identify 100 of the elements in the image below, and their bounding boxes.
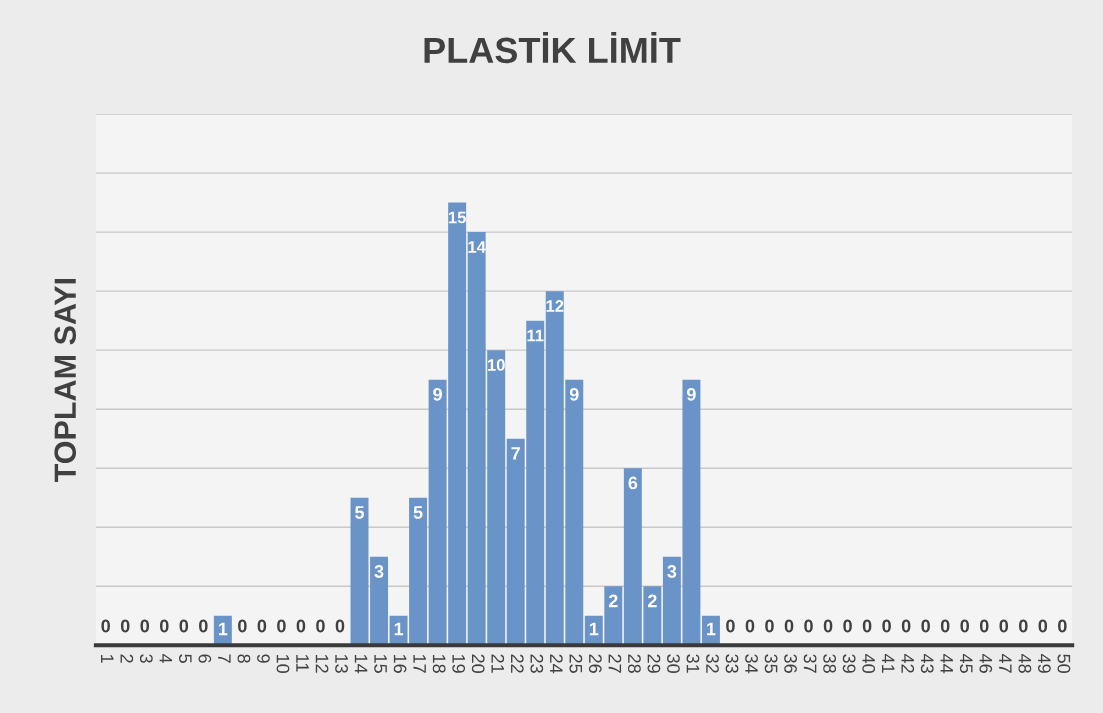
chart-title: PLASTİK LİMİT [424,31,681,64]
x-tick-label: 2 [120,654,134,663]
x-tick-label: 7 [218,654,231,663]
data-label: 0 [101,619,110,633]
x-tick-label: 41 [881,654,895,673]
x-tick-label: 6 [198,654,212,663]
y-axis-title: TOPLAM SAYI [54,278,77,483]
data-label: 0 [296,619,306,633]
data-label: 9 [433,387,442,401]
data-label: 0 [159,619,169,633]
x-tick-label: 27 [608,654,622,673]
data-label: 0 [726,619,735,633]
data-label: 0 [238,619,247,633]
data-label: 0 [277,619,286,633]
data-label: 2 [647,594,657,608]
data-label: 0 [979,619,989,633]
data-label: 11 [527,329,544,342]
x-tick-label: 14 [354,654,368,674]
x-tick-label: 31 [686,654,700,673]
x-tick-label: 12 [315,654,329,673]
x-tick-label: 24 [550,654,563,674]
data-label: 1 [707,622,716,636]
data-label: 10 [487,359,505,371]
data-label: 0 [804,619,813,633]
data-label: 0 [335,619,345,633]
x-tick-label: 37 [803,654,817,673]
data-label: 0 [179,619,189,633]
data-label: 0 [823,619,833,633]
data-label: 0 [140,619,150,633]
x-tick-label: 35 [764,654,778,673]
data-label: 0 [843,619,852,633]
x-tick-label: 23 [530,654,544,673]
x-tick-label: 10 [276,654,290,673]
data-label: 15 [448,211,466,224]
x-tick-label: 43 [920,654,934,673]
data-label: 0 [1058,619,1067,633]
x-tick-label: 9 [257,654,270,663]
data-label: 5 [413,506,423,519]
data-label: 9 [569,387,579,401]
x-tick-label: 13 [335,654,348,673]
x-tick-label: 50 [1057,654,1071,673]
x-tick-label: 25 [569,654,583,673]
x-tick-label: 40 [862,654,876,673]
x-tick-label: 11 [296,654,309,672]
x-tick-label: 21 [491,654,505,673]
data-label: 9 [687,387,696,401]
x-tick-label: 15 [374,654,387,673]
x-tick-label: 49 [1037,654,1051,673]
x-tick-label: 16 [393,654,407,673]
x-tick-label: 26 [588,654,602,673]
x-tick-label: 20 [471,654,485,673]
data-label: 3 [374,565,384,578]
data-label: 0 [901,619,911,633]
data-label: 5 [355,506,365,519]
data-label: 0 [765,619,774,633]
x-tick-label: 3 [139,654,153,663]
x-tick-label: 46 [979,654,993,673]
data-label: 0 [784,619,794,633]
data-label: 1 [589,622,599,636]
data-label: 0 [960,619,970,633]
x-tick-label: 33 [725,654,739,673]
data-label: 0 [199,619,208,633]
x-tick-label: 4 [159,654,173,664]
x-tick-label: 44 [940,654,953,674]
x-tick-label: 47 [999,654,1012,673]
data-label: 0 [1038,619,1048,633]
x-tick-label: 42 [901,654,915,673]
data-label: 0 [745,619,755,633]
data-label: 0 [921,619,930,633]
x-tick-label: 29 [647,654,661,673]
x-tick-label: 5 [178,654,192,663]
x-tick-label: 48 [1018,654,1032,673]
x-tick-label: 34 [745,654,758,674]
x-tick-label: 28 [628,654,641,673]
data-label: 1 [218,622,228,636]
data-label: 12 [546,300,564,312]
data-label: 3 [667,565,677,578]
x-tick-label: 32 [706,654,719,673]
data-label: 0 [1019,619,1028,633]
x-tick-label: 17 [413,654,426,673]
x-tick-label: 1 [101,654,114,663]
x-tick-label: 30 [667,654,680,673]
data-label: 7 [511,447,520,460]
data-label: 0 [940,619,950,633]
data-label: 0 [882,619,891,633]
data-label: 0 [257,619,267,633]
x-tick-label: 36 [784,654,797,673]
data-label: 2 [608,594,618,608]
x-tick-label: 22 [511,654,524,673]
x-tick-label: 39 [842,654,856,673]
data-label: 14 [468,241,486,253]
data-label: 6 [628,476,638,490]
x-tick-label: 19 [452,654,466,673]
x-tick-label: 45 [959,654,973,673]
data-label: 1 [394,622,404,636]
data-label: 0 [862,619,872,633]
data-label: 0 [120,619,130,633]
x-tick-label: 18 [432,654,446,673]
data-label: 0 [999,619,1009,633]
x-tick-label: 38 [823,654,837,673]
